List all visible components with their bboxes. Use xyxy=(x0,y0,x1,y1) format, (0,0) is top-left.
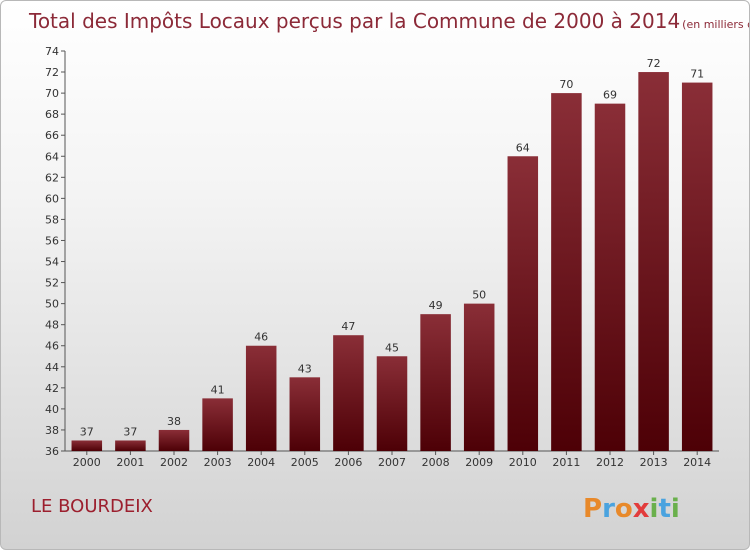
x-tick-label-2004: 2004 xyxy=(247,456,275,469)
value-label-2010: 64 xyxy=(516,141,530,154)
x-tick-label-2011: 2011 xyxy=(552,456,580,469)
bar-2014 xyxy=(681,82,713,451)
bar-2009 xyxy=(463,303,495,451)
logo-letter: o xyxy=(615,494,633,524)
bar-2001 xyxy=(115,440,146,451)
value-label-2000: 37 xyxy=(80,425,94,438)
y-tick-label: 46 xyxy=(45,340,59,353)
value-label-2005: 43 xyxy=(298,362,312,375)
y-tick-label: 44 xyxy=(45,361,59,374)
value-label-2001: 37 xyxy=(123,425,137,438)
bar-2004 xyxy=(245,345,277,451)
x-tick-label-2000: 2000 xyxy=(73,456,101,469)
bar-2006 xyxy=(333,335,364,451)
x-tick-label-2008: 2008 xyxy=(422,456,450,469)
bars-group xyxy=(71,72,713,452)
value-label-2011: 70 xyxy=(559,78,573,91)
value-label-2008: 49 xyxy=(429,299,443,312)
y-tick-label: 74 xyxy=(45,45,59,58)
logo-letter: P xyxy=(583,494,602,524)
y-tick-label: 36 xyxy=(45,445,59,458)
bar-2011 xyxy=(551,93,582,452)
y-tick-label: 68 xyxy=(45,108,59,121)
y-tick-label: 70 xyxy=(45,87,59,100)
commune-name: LE BOURDEIX xyxy=(31,496,153,517)
y-tick-label: 54 xyxy=(45,256,59,269)
value-label-2014: 71 xyxy=(690,68,704,81)
logo-letter: x xyxy=(633,494,650,524)
y-tick-label: 50 xyxy=(45,298,59,311)
x-tick-label-2009: 2009 xyxy=(465,456,493,469)
x-tick-label-2002: 2002 xyxy=(160,456,188,469)
proxiti-logo: Proxiti xyxy=(583,494,680,524)
chart-title-main: Total des Impôts Locaux perçus par la Co… xyxy=(28,9,680,33)
value-label-2006: 47 xyxy=(341,320,355,333)
y-tick-label: 62 xyxy=(45,171,59,184)
value-label-2003: 41 xyxy=(211,383,225,396)
x-tick-label-2001: 2001 xyxy=(116,456,144,469)
bar-2013 xyxy=(638,72,669,451)
y-tick-label: 56 xyxy=(45,234,59,247)
logo-letter: i xyxy=(671,494,680,524)
x-tick-label-2010: 2010 xyxy=(509,456,537,469)
value-label-2013: 72 xyxy=(647,57,661,70)
value-labels: 37 37 38 41 46 43 47 45 49 50 64 70 69 72 71 xyxy=(80,57,704,438)
x-tick-label-2013: 2013 xyxy=(640,456,668,469)
y-tick-label: 40 xyxy=(45,403,59,416)
bar-2005 xyxy=(289,377,321,451)
x-tick-label-2003: 2003 xyxy=(204,456,232,469)
y-tick-label: 72 xyxy=(45,66,59,79)
x-tick-label-2007: 2007 xyxy=(378,456,406,469)
bar-2007 xyxy=(376,356,408,451)
bar-2008 xyxy=(420,314,451,451)
axes: 36 38 40 42 44 46 48 50 52 54 56 58 60 62 64 66 68 70 72 74… xyxy=(45,45,719,469)
value-label-2007: 45 xyxy=(385,341,399,354)
y-tick-label: 66 xyxy=(45,129,59,142)
chart-title: Total des Impôts Locaux perçus par la Co… xyxy=(28,9,749,33)
y-tick-label: 48 xyxy=(45,319,59,332)
bar-2002 xyxy=(158,429,190,451)
value-label-2004: 46 xyxy=(254,331,268,344)
logo-letter: i xyxy=(650,494,659,524)
value-label-2012: 69 xyxy=(603,89,617,102)
value-label-2002: 38 xyxy=(167,415,181,428)
x-tick-label-2006: 2006 xyxy=(334,456,362,469)
y-tick-label: 42 xyxy=(45,382,59,395)
bar-2012 xyxy=(594,103,626,451)
logo-letter: r xyxy=(602,494,615,524)
y-tick-label: 64 xyxy=(45,150,59,163)
x-tick-label-2014: 2014 xyxy=(683,456,711,469)
chart-title-unit: (en milliers d'€) xyxy=(682,18,749,31)
y-tick-label: 60 xyxy=(45,192,59,205)
value-label-2009: 50 xyxy=(472,289,486,302)
bar-2000 xyxy=(71,440,103,451)
logo-letter: t xyxy=(658,494,670,524)
bar-2003 xyxy=(202,398,233,451)
y-tick-label: 58 xyxy=(45,213,59,226)
bar-2010 xyxy=(507,156,539,451)
y-tick-label: 52 xyxy=(45,277,59,290)
x-tick-label-2005: 2005 xyxy=(291,456,319,469)
x-tick-label-2012: 2012 xyxy=(596,456,624,469)
y-tick-label: 38 xyxy=(45,424,59,437)
